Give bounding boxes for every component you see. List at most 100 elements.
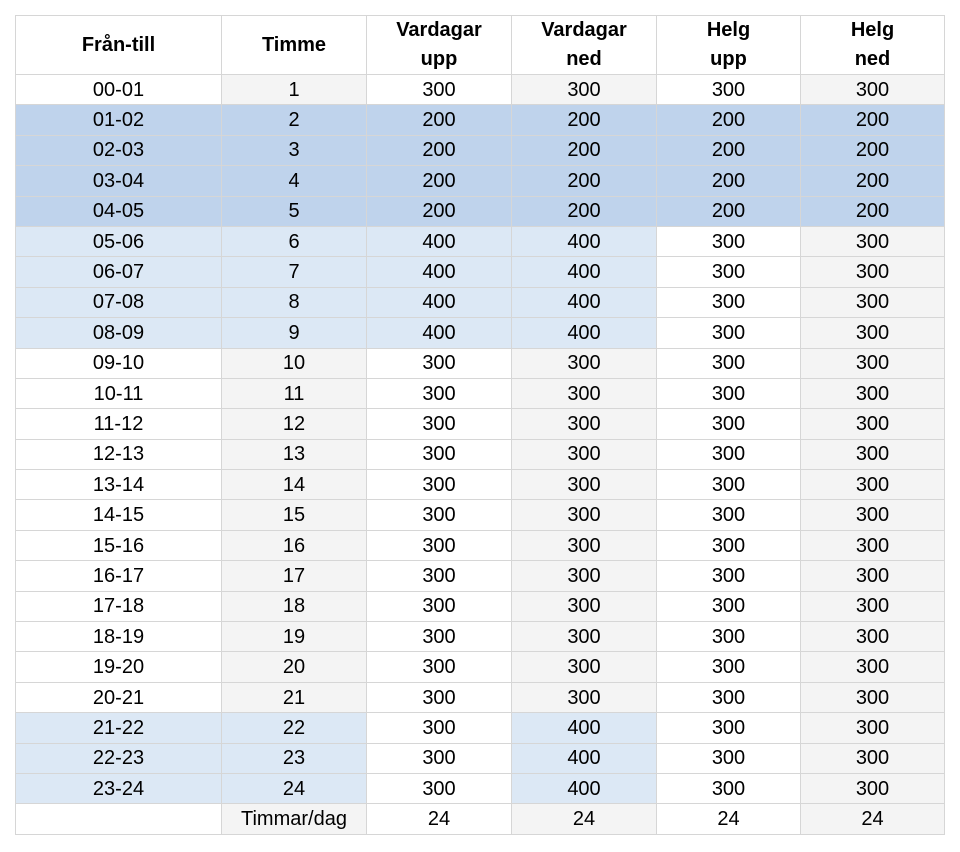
cell-hour: 21 (221, 681, 367, 714)
cell-weekday-up: 300 (366, 560, 512, 592)
cell-weekend-up: 200 (656, 104, 801, 136)
header-label-line1: Helg (706, 19, 751, 41)
cell-weekday-down: 400 (511, 772, 657, 805)
cell-hour: 10 (221, 347, 367, 379)
table-row: 11-12 12 300 300 300 300 (15, 408, 945, 440)
cell-weekday-up: 300 (366, 712, 512, 744)
cell-weekend-down: 300 (800, 256, 945, 288)
cell-from-to: 19-20 (15, 651, 222, 683)
schedule-table: Från-till Timme Vardagar upp Vardagar ned Helg… (15, 15, 945, 835)
table-row: 20-21 21 300 300 300 300 (15, 681, 945, 714)
cell-weekend-down: 300 (800, 73, 945, 106)
cell-weekday-up: 200 (366, 165, 512, 197)
cell-weekend-up: 300 (656, 73, 801, 106)
cell-weekday-up: 400 (366, 286, 512, 319)
cell-weekday-down: 400 (511, 286, 657, 319)
cell-weekend-down: 300 (800, 590, 945, 623)
cell-weekday-up: 400 (366, 225, 512, 258)
cell-weekend-down: 200 (800, 165, 945, 197)
table-row: 00-01 1 300 300 300 300 (15, 73, 945, 106)
cell-weekend-up: 300 (656, 681, 801, 714)
cell-weekend-down: 300 (800, 560, 945, 592)
header-label-line2: ned (854, 48, 891, 70)
cell-from-to: 07-08 (15, 286, 222, 319)
cell-from-to: 08-09 (15, 317, 222, 349)
header-label-line2: upp (420, 48, 458, 70)
cell-from-to: 15-16 (15, 529, 222, 562)
cell-hour: 2 (221, 104, 367, 136)
cell-weekday-down: 200 (511, 134, 657, 167)
cell-hour: 19 (221, 621, 367, 653)
table-row: 19-20 20 300 300 300 300 (15, 651, 945, 683)
cell-from-to: 00-01 (15, 73, 222, 106)
footer-row: Timmar/dag 24 24 24 24 (15, 803, 945, 835)
cell-from-to: 12-13 (15, 438, 222, 471)
cell-weekend-up: 300 (656, 225, 801, 258)
table-body: 00-01 1 300 300 300 300 01-02 2 200 200 200 200 02-0… (15, 73, 945, 805)
cell-weekday-up: 300 (366, 681, 512, 714)
cell-hour: 5 (221, 195, 367, 227)
cell-hour: 16 (221, 529, 367, 562)
cell-weekend-down: 300 (800, 438, 945, 471)
cell-from-to: 20-21 (15, 681, 222, 714)
cell-weekend-up: 200 (656, 195, 801, 227)
table-row: 03-04 4 200 200 200 200 (15, 165, 945, 197)
header-label-line2: ned (566, 48, 602, 70)
header-label-line1: Vardagar (541, 19, 627, 41)
cell-from-to: 16-17 (15, 560, 222, 592)
cell-weekday-up: 300 (366, 651, 512, 683)
cell-hour: 23 (221, 742, 367, 774)
cell-weekday-down: 300 (511, 529, 657, 562)
cell-hour: 22 (221, 712, 367, 744)
cell-weekend-up: 300 (656, 256, 801, 288)
cell-from-to: 18-19 (15, 621, 222, 653)
footer-weekday-up-total: 24 (366, 803, 512, 835)
cell-weekday-up: 300 (366, 377, 512, 410)
cell-weekend-up: 300 (656, 772, 801, 805)
cell-weekend-up: 300 (656, 742, 801, 774)
cell-weekday-up: 200 (366, 104, 512, 136)
cell-from-to: 23-24 (15, 772, 222, 805)
cell-from-to: 11-12 (15, 408, 222, 440)
cell-weekday-down: 400 (511, 225, 657, 258)
cell-weekday-down: 300 (511, 560, 657, 592)
cell-from-to: 06-07 (15, 256, 222, 288)
cell-weekend-down: 300 (800, 469, 945, 501)
header-weekday-up: Vardagar upp (366, 15, 512, 75)
cell-weekend-down: 300 (800, 377, 945, 410)
cell-weekend-up: 300 (656, 347, 801, 379)
cell-weekend-down: 300 (800, 286, 945, 319)
table-row: 21-22 22 300 400 300 300 (15, 712, 945, 744)
cell-weekend-up: 300 (656, 438, 801, 471)
cell-from-to: 03-04 (15, 165, 222, 197)
cell-weekday-down: 300 (511, 469, 657, 501)
cell-weekday-down: 200 (511, 195, 657, 227)
cell-weekend-down: 300 (800, 317, 945, 349)
cell-weekday-up: 300 (366, 742, 512, 774)
header-hour: Timme (221, 15, 367, 75)
cell-from-to: 02-03 (15, 134, 222, 167)
cell-from-to: 13-14 (15, 469, 222, 501)
header-label-line1: Från-till (81, 33, 156, 56)
cell-from-to: 04-05 (15, 195, 222, 227)
table-row: 10-11 11 300 300 300 300 (15, 377, 945, 410)
cell-weekday-down: 300 (511, 681, 657, 714)
cell-weekend-down: 300 (800, 742, 945, 774)
header-label-line1: Timme (261, 33, 327, 56)
table-footer: Timmar/dag 24 24 24 24 (15, 803, 945, 835)
cell-from-to: 10-11 (15, 377, 222, 410)
cell-from-to: 21-22 (15, 712, 222, 744)
cell-weekend-up: 300 (656, 529, 801, 562)
table-row: 09-10 10 300 300 300 300 (15, 347, 945, 379)
cell-hour: 20 (221, 651, 367, 683)
cell-weekday-up: 200 (366, 134, 512, 167)
cell-weekday-up: 300 (366, 529, 512, 562)
header-label-line1: Vardagar (396, 19, 482, 41)
cell-hour: 18 (221, 590, 367, 623)
cell-from-to: 17-18 (15, 590, 222, 623)
cell-weekday-down: 400 (511, 317, 657, 349)
cell-hour: 17 (221, 560, 367, 592)
cell-weekday-up: 300 (366, 347, 512, 379)
cell-weekday-up: 300 (366, 621, 512, 653)
cell-weekday-down: 400 (511, 742, 657, 774)
